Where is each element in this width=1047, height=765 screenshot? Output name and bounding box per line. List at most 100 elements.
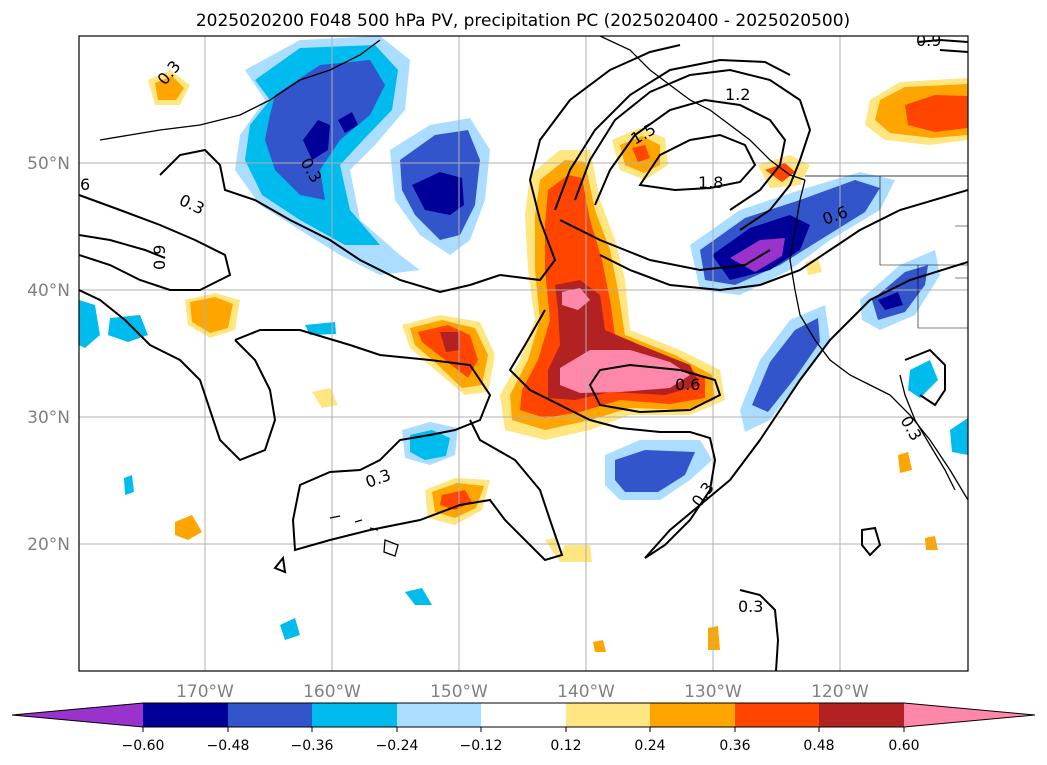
pos-region-small6 bbox=[925, 536, 938, 550]
contour-0-6-trough bbox=[588, 363, 722, 414]
colorbar-extend-high bbox=[904, 703, 1035, 727]
neg-region-sw-core bbox=[878, 292, 903, 310]
neg-region-small2 bbox=[124, 475, 134, 495]
contour-0-6-west bbox=[79, 194, 232, 291]
contour-label-6: 6 bbox=[80, 175, 90, 194]
contour-label-1-8: 1.8 bbox=[698, 173, 723, 192]
pos-region-small8 bbox=[805, 258, 822, 275]
lat-label-20n: 20°N bbox=[27, 535, 70, 555]
gridlines bbox=[79, 36, 968, 671]
contour-0-3-east-pacific bbox=[739, 589, 780, 671]
neg-region-west1 bbox=[79, 300, 100, 348]
border-states bbox=[879, 176, 968, 329]
contour-label-0-6-trough: 0.6 bbox=[675, 375, 700, 394]
coastline-west-coast bbox=[789, 179, 968, 501]
coastline-alaska-peninsula bbox=[99, 39, 381, 141]
contour-0-3-sw bbox=[904, 348, 946, 407]
neg-region-small1 bbox=[305, 322, 336, 335]
coastline-hawaii bbox=[329, 515, 399, 557]
neg-region-small6 bbox=[950, 418, 968, 455]
figure-title: 2025020200 F048 500 hPa PV, precipitatio… bbox=[196, 11, 850, 31]
positive-anomaly-shading bbox=[148, 70, 968, 652]
contour-0-3-mexico bbox=[861, 526, 882, 557]
lat-label-30n: 30°N bbox=[27, 408, 70, 428]
contour-0-3-main bbox=[234, 329, 564, 562]
map-frame bbox=[78, 35, 969, 672]
contour-0-3-aleutian bbox=[159, 148, 501, 294]
colorbar-tick-label: 0.12 bbox=[550, 738, 581, 754]
contour-label-group: 0.3 0.3 6 0.9 0.3 0.3 0.6 0.3 0.3 1.2 1.… bbox=[80, 31, 941, 616]
lon-label-170w: 170°W bbox=[176, 682, 234, 702]
colorbar-tick-label: −0.36 bbox=[291, 738, 334, 754]
contour-small-west bbox=[273, 555, 287, 574]
colorbar: −0.60 −0.48 −0.36 −0.24 −0.12 0.12 0.24 … bbox=[11, 702, 1036, 754]
neg-region-small5 bbox=[908, 360, 938, 398]
contour-0-3-south bbox=[79, 289, 277, 462]
lon-label-140w: 140°W bbox=[557, 682, 615, 702]
pos-region-small1 bbox=[175, 515, 202, 540]
coastline-alaska-gulf bbox=[599, 36, 806, 181]
contour-label-1-2: 1.2 bbox=[725, 85, 750, 104]
pos-region-west-mid bbox=[190, 297, 233, 333]
colorbar-bin-pos-12 bbox=[566, 703, 651, 727]
pos-region-midpacific-core bbox=[440, 332, 460, 352]
neg-region-aleutians-core bbox=[303, 120, 330, 160]
longitude-labels: 170°W 160°W 150°W 140°W 130°W 120°W bbox=[176, 682, 869, 702]
contour-0-3-subtropical bbox=[644, 261, 968, 559]
colorbar-bin-pos-48 bbox=[819, 703, 904, 727]
coastline-baja bbox=[899, 374, 956, 491]
contour-low-2 bbox=[599, 189, 968, 292]
pos-region-small5 bbox=[898, 452, 912, 473]
lon-label-150w: 150°W bbox=[430, 682, 488, 702]
colorbar-bin-neutral bbox=[481, 703, 566, 727]
lon-label-160w: 160°W bbox=[303, 682, 361, 702]
pos-region-northeast-inner bbox=[905, 95, 968, 132]
neg-region-small4 bbox=[405, 588, 432, 605]
colorbar-tick-label: −0.48 bbox=[207, 738, 250, 754]
colorbar-tick-label: 0.24 bbox=[634, 738, 665, 754]
coastlines bbox=[99, 36, 968, 557]
contour-low-6 bbox=[559, 219, 771, 272]
lat-label-40n: 40°N bbox=[27, 281, 70, 301]
colorbar-bin-neg-36 bbox=[312, 703, 397, 727]
colorbar-tick-label: −0.12 bbox=[460, 738, 503, 754]
contour-low-5 bbox=[554, 58, 791, 211]
colorbar-tick-label: 0.48 bbox=[803, 738, 834, 754]
colorbar-bin-neg-48 bbox=[228, 703, 313, 727]
pos-region-pnw-coast-inner bbox=[765, 163, 795, 182]
contour-label-0-9-ne: 0.9 bbox=[916, 31, 941, 50]
colorbar-extend-low bbox=[12, 703, 143, 727]
contour-low-3 bbox=[574, 68, 812, 231]
colorbar-bin-pos-36 bbox=[735, 703, 820, 727]
colorbar-tick-label: −0.24 bbox=[376, 738, 419, 754]
contour-label-0-3-east: 0.3 bbox=[738, 597, 763, 616]
contour-1-8 bbox=[638, 133, 757, 192]
neg-region-gulf-core bbox=[412, 172, 464, 215]
neg-region-aleutians-core2 bbox=[338, 112, 358, 133]
lat-label-50n: 50°N bbox=[27, 154, 70, 174]
pos-region-central-core1 bbox=[562, 288, 590, 310]
neg-region-west2 bbox=[108, 315, 148, 342]
colorbar-bin-pos-24 bbox=[650, 703, 735, 727]
neg-region-california-mid bbox=[752, 318, 820, 412]
neg-region-pnw-core bbox=[730, 238, 785, 272]
colorbar-tick-label: 0.36 bbox=[719, 738, 750, 754]
colorbar-ticks bbox=[142, 727, 905, 732]
colorbar-bin-neg-24 bbox=[397, 703, 482, 727]
contour-0-9-west bbox=[79, 234, 166, 259]
lon-label-120w: 120°W bbox=[811, 682, 869, 702]
lon-label-130w: 130°W bbox=[684, 682, 742, 702]
contour-0-3-trough bbox=[508, 309, 717, 559]
contour-label-0-9: 0.9 bbox=[150, 245, 169, 270]
colorbar-tick-label: −0.60 bbox=[122, 738, 165, 754]
colorbar-tick-label: 0.60 bbox=[888, 738, 919, 754]
contour-top-right bbox=[917, 38, 968, 53]
contour-low-4 bbox=[594, 98, 787, 211]
pos-region-nw-mid bbox=[155, 76, 184, 100]
colorbar-bin-neg-60 bbox=[143, 703, 228, 727]
pos-region-small7 bbox=[593, 640, 606, 652]
neg-region-subtropical-mid bbox=[615, 450, 695, 492]
negative-anomaly-shading bbox=[79, 36, 968, 640]
